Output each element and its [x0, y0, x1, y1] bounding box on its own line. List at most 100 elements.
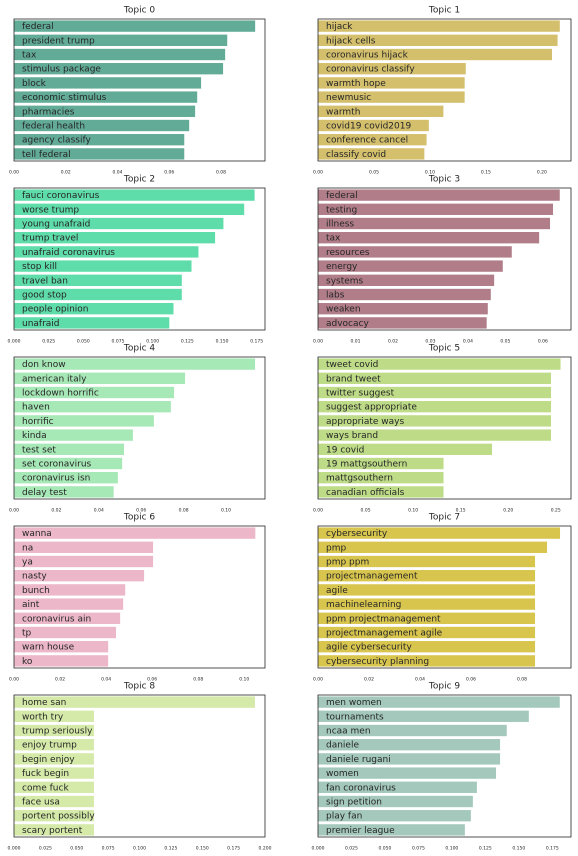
bar [318, 372, 552, 384]
x-tick-label: 0.100 [133, 846, 146, 852]
category-label: good stop [22, 291, 67, 301]
category-label: agile [326, 586, 348, 596]
category-label: worse trump [22, 205, 79, 215]
category-label: resources [326, 248, 370, 258]
category-label: hijack [326, 22, 353, 32]
bar [318, 358, 561, 370]
bar [318, 472, 444, 484]
bar [318, 810, 471, 822]
x-tick-label: 0.01 [350, 339, 360, 345]
category-label: energy [326, 262, 358, 272]
category-label: test set [22, 445, 56, 455]
x-tick-label: 0.04 [415, 677, 425, 683]
bar [14, 246, 199, 258]
category-label: cybersecurity planning [326, 657, 429, 667]
bar [14, 710, 94, 722]
x-tick-label: 0.10 [408, 508, 418, 514]
category-label: aint [22, 600, 40, 610]
category-label: fan coronavirus [326, 783, 396, 793]
axes-frame [317, 356, 572, 500]
category-label: president trump [22, 36, 95, 46]
bar [14, 724, 94, 737]
x-tick-label: 0.00 [9, 170, 19, 176]
bar [14, 570, 145, 582]
category-label: trump travel [22, 234, 78, 244]
x-tick-label: 0.075 [112, 339, 125, 345]
category-label: stop kill [22, 262, 57, 272]
category-label: tp [22, 629, 32, 639]
x-tick-label: 0.08 [193, 677, 203, 683]
category-label: stimulus package [22, 65, 101, 75]
x-tick-label: 0.08 [216, 170, 226, 176]
subplot-title: Topic 0 [123, 6, 155, 16]
bar [14, 372, 186, 384]
bar [318, 457, 444, 470]
x-tick-label: 0.06 [466, 677, 476, 683]
x-tick-label: 0.200 [259, 846, 272, 852]
x-tick-label: 0.10 [221, 508, 231, 514]
x-tick-label: 0.00 [9, 677, 19, 683]
x-tick-label: 0.15 [481, 170, 491, 176]
bar [14, 189, 255, 201]
bar [14, 34, 228, 46]
category-label: illness [326, 220, 354, 230]
x-tick-label: 0.025 [39, 846, 52, 852]
bar [318, 626, 536, 639]
x-tick-label: 0.050 [70, 846, 83, 852]
x-tick-label: 0.02 [388, 339, 398, 345]
category-label: projectmanagement [326, 572, 418, 582]
bar [14, 288, 182, 301]
axes-frame [317, 694, 572, 838]
category-label: warmth [326, 107, 360, 117]
category-label: don know [22, 360, 66, 370]
x-tick-label: 0.04 [94, 508, 104, 514]
category-label: federal [326, 191, 358, 201]
category-label: men women [326, 698, 382, 708]
x-tick-label: 0.02 [55, 677, 65, 683]
category-label: premier league [326, 826, 395, 836]
category-label: suggest appropriate [326, 403, 417, 413]
subplot-title: Topic 5 [428, 344, 460, 354]
x-tick-label: 0.000 [8, 846, 21, 852]
bar [14, 824, 94, 836]
x-tick-label: 0.02 [61, 170, 71, 176]
axes-frame [13, 187, 266, 331]
category-label: bunch [22, 586, 50, 596]
x-tick-label: 0.075 [102, 846, 115, 852]
bar [318, 570, 536, 582]
x-tick-label: 0.050 [77, 339, 90, 345]
bar [14, 134, 185, 146]
bar [14, 217, 224, 230]
bar [14, 767, 94, 779]
bar [318, 303, 488, 315]
category-label: come fuck [22, 783, 69, 793]
category-label: testing [326, 205, 357, 215]
x-tick-label: 0.150 [196, 846, 209, 852]
bar [318, 781, 477, 793]
x-tick-label: 0.10 [239, 677, 249, 683]
axes-frame [13, 694, 266, 838]
bar [318, 767, 497, 779]
bar [14, 429, 133, 441]
x-tick-label: 0.05 [361, 508, 371, 514]
category-label: horrific [22, 417, 54, 427]
subplot-title: Topic 7 [428, 513, 460, 523]
category-label: wanna [22, 529, 52, 539]
category-label: appropriate ways [326, 417, 405, 427]
bar [318, 20, 560, 32]
bar [14, 274, 182, 286]
bar [318, 655, 536, 667]
x-tick-label: 0.05 [500, 339, 510, 345]
category-label: advocacy [326, 319, 369, 329]
bar [14, 386, 175, 399]
category-label: young unafraid [22, 220, 90, 230]
category-label: hijack cells [326, 36, 376, 46]
bar [318, 696, 560, 708]
bar [318, 598, 536, 610]
bar [14, 105, 196, 117]
x-tick-label: 0.000 [8, 339, 21, 345]
category-label: ya [22, 558, 33, 568]
category-label: projectmanagement agile [326, 629, 443, 639]
x-tick-label: 0.02 [51, 508, 61, 514]
category-label: fauci coronavirus [22, 191, 100, 201]
